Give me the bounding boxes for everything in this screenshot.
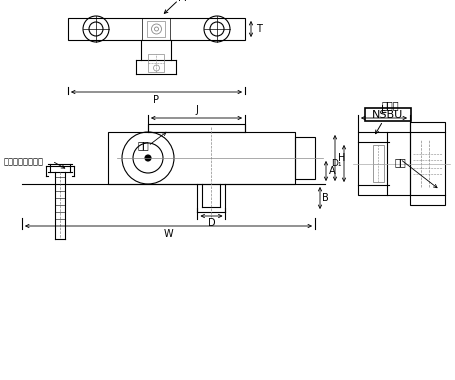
Text: 内六角圆柱头螺栓: 内六角圆柱头螺栓 [4, 157, 44, 166]
Text: NSBU: NSBU [372, 109, 403, 119]
Bar [148, 54, 164, 72]
Bar [148, 124, 244, 132]
Text: 主体: 主体 [138, 140, 149, 150]
Bar [68, 18, 244, 40]
Text: L: L [380, 105, 386, 115]
Text: H: H [338, 153, 345, 163]
Text: D₁: D₁ [330, 159, 340, 168]
Bar [294, 137, 314, 179]
Text: D: D [207, 218, 215, 228]
Bar [409, 122, 444, 205]
Text: J: J [195, 105, 197, 115]
Text: A: A [328, 166, 334, 176]
Text: T: T [256, 24, 261, 34]
Text: 聚氨酯: 聚氨酯 [380, 100, 398, 110]
Text: W: W [163, 229, 173, 239]
Bar [357, 132, 409, 195]
Bar [147, 21, 165, 37]
Text: P: P [153, 95, 159, 105]
Bar [372, 145, 383, 182]
Bar [108, 132, 294, 184]
Text: 轴环: 轴环 [393, 157, 405, 167]
Bar [364, 108, 410, 121]
Circle shape [145, 155, 151, 161]
Text: M: M [177, 0, 187, 3]
Text: B: B [321, 193, 328, 203]
